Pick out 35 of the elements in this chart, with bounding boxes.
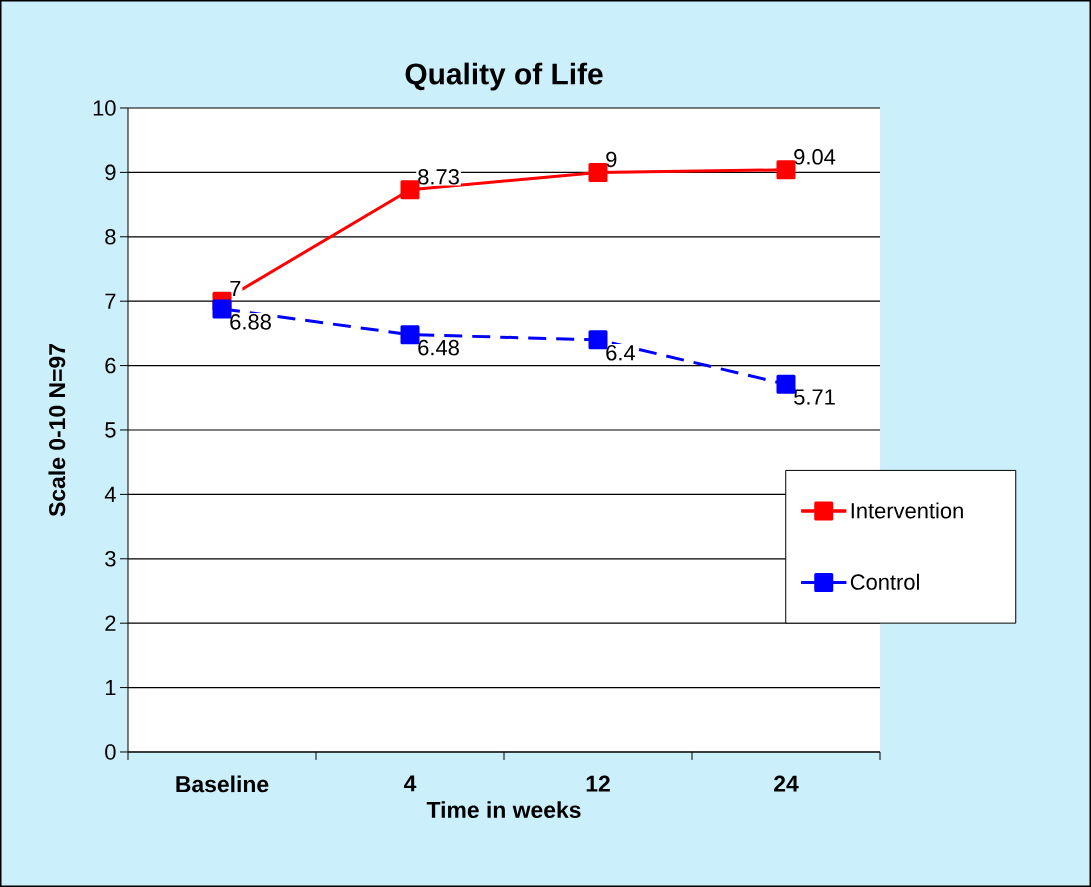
x-tick-label: Baseline — [176, 775, 269, 793]
data-label: 8.73 — [418, 169, 459, 185]
data-label: 6.88 — [230, 314, 271, 330]
y-tick-label: 1 — [105, 680, 116, 696]
data-label: 6.4 — [606, 345, 636, 361]
chart-title: Quality of Life — [405, 62, 603, 91]
data-label: 7 — [230, 280, 241, 296]
data-label: 6.48 — [418, 339, 459, 356]
point — [400, 180, 420, 200]
y-axis-title: Scale 0-10 N=97 — [48, 344, 66, 517]
y-tick-label: 6 — [105, 357, 116, 374]
y-tick-label: 8 — [105, 229, 116, 245]
y-tick-label: 4 — [104, 486, 116, 502]
y-tick-label: 2 — [105, 615, 116, 631]
point — [400, 325, 420, 345]
y-tick-label: 3 — [105, 551, 116, 567]
point — [776, 374, 796, 394]
data-label: 9 — [606, 151, 617, 168]
point — [588, 330, 608, 350]
y-tick-label: 5 — [105, 422, 116, 438]
legend-label: Intervention — [851, 502, 963, 519]
y-tick-label: 10 — [93, 100, 116, 116]
data-label: 9.04 — [794, 149, 836, 165]
legend-label: Control — [850, 573, 919, 590]
x-tick-label: 24 — [774, 775, 799, 792]
y-tick-label: 9 — [105, 164, 116, 181]
y-tick-label: 7 — [105, 293, 116, 309]
y-tick-label: 0 — [105, 744, 116, 760]
point — [776, 160, 796, 180]
x-tick-label: 4 — [403, 775, 417, 792]
data-label: 5.71 — [794, 389, 835, 405]
point — [212, 299, 232, 319]
point — [588, 162, 608, 182]
x-axis-title: Time in weeks — [426, 801, 581, 818]
x-tick-label: 12 — [586, 775, 610, 792]
